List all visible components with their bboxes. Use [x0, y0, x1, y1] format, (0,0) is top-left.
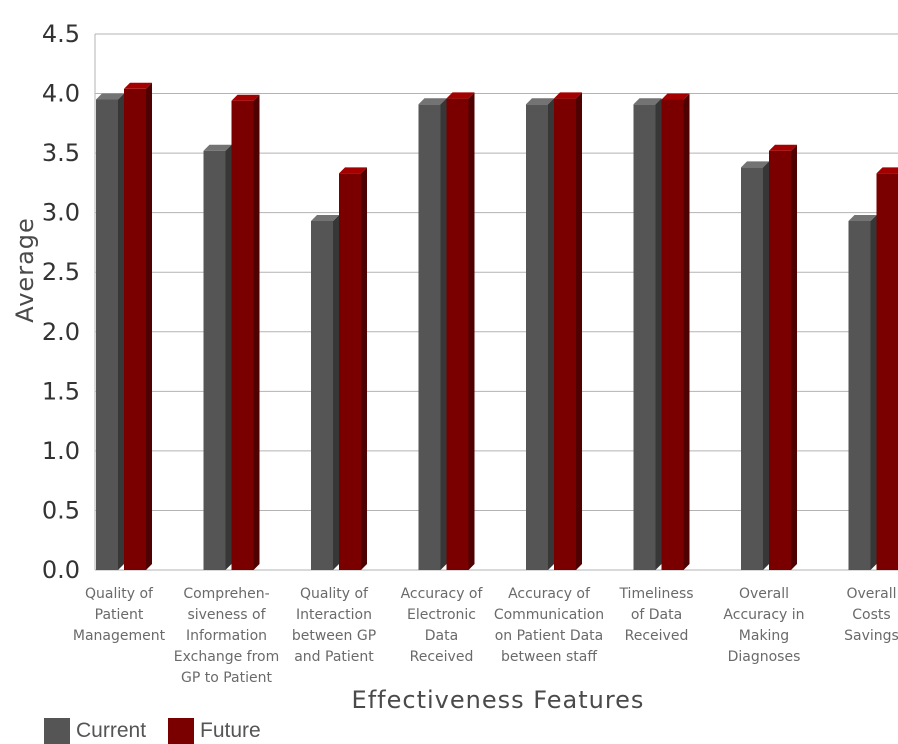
y-tick-label: 4.5 [42, 20, 80, 48]
y-tick-label: 2.5 [42, 258, 80, 286]
bar-current-7 [849, 215, 877, 570]
bar-future-2 [339, 167, 367, 570]
bar-current-2 [311, 215, 339, 570]
y-tick-labels: 0.0 0.5 1.0 1.5 2.0 2.5 3.0 3.5 4.0 4.5 [42, 20, 80, 584]
bar-current-5 [634, 98, 662, 570]
bars [96, 83, 898, 570]
bar-current-6 [741, 161, 769, 570]
y-tick-label: 2.0 [42, 318, 80, 346]
bar-future-5 [662, 94, 690, 570]
legend-label-future: Future [200, 719, 261, 743]
bar-current-4 [526, 98, 554, 570]
bar-current-0 [96, 94, 124, 570]
legend-swatch-future [168, 718, 194, 744]
y-tick-label: 0.0 [42, 556, 80, 584]
y-tick-label: 1.0 [42, 437, 80, 465]
bar-current-3 [419, 98, 447, 570]
bar-future-4 [554, 92, 582, 570]
bar-current-1 [204, 145, 232, 570]
legend-item-future: Future [168, 718, 261, 744]
legend-swatch-current [44, 718, 70, 744]
y-axis-title: Average [11, 217, 39, 323]
y-tick-label: 3.5 [42, 139, 80, 167]
bar-future-6 [769, 145, 797, 570]
y-tick-label: 0.5 [42, 496, 80, 524]
legend: Current Future [44, 718, 283, 744]
legend-item-current: Current [44, 718, 146, 744]
y-tick-label: 4.0 [42, 80, 80, 108]
x-axis-title: Effectiveness Features [352, 686, 645, 714]
bar-future-0 [124, 83, 152, 570]
y-tick-label: 3.0 [42, 199, 80, 227]
bar-future-7 [877, 167, 898, 570]
y-tick-label: 1.5 [42, 377, 80, 405]
legend-label-current: Current [76, 719, 146, 743]
bar-future-3 [447, 92, 475, 570]
bar-future-1 [232, 95, 260, 570]
